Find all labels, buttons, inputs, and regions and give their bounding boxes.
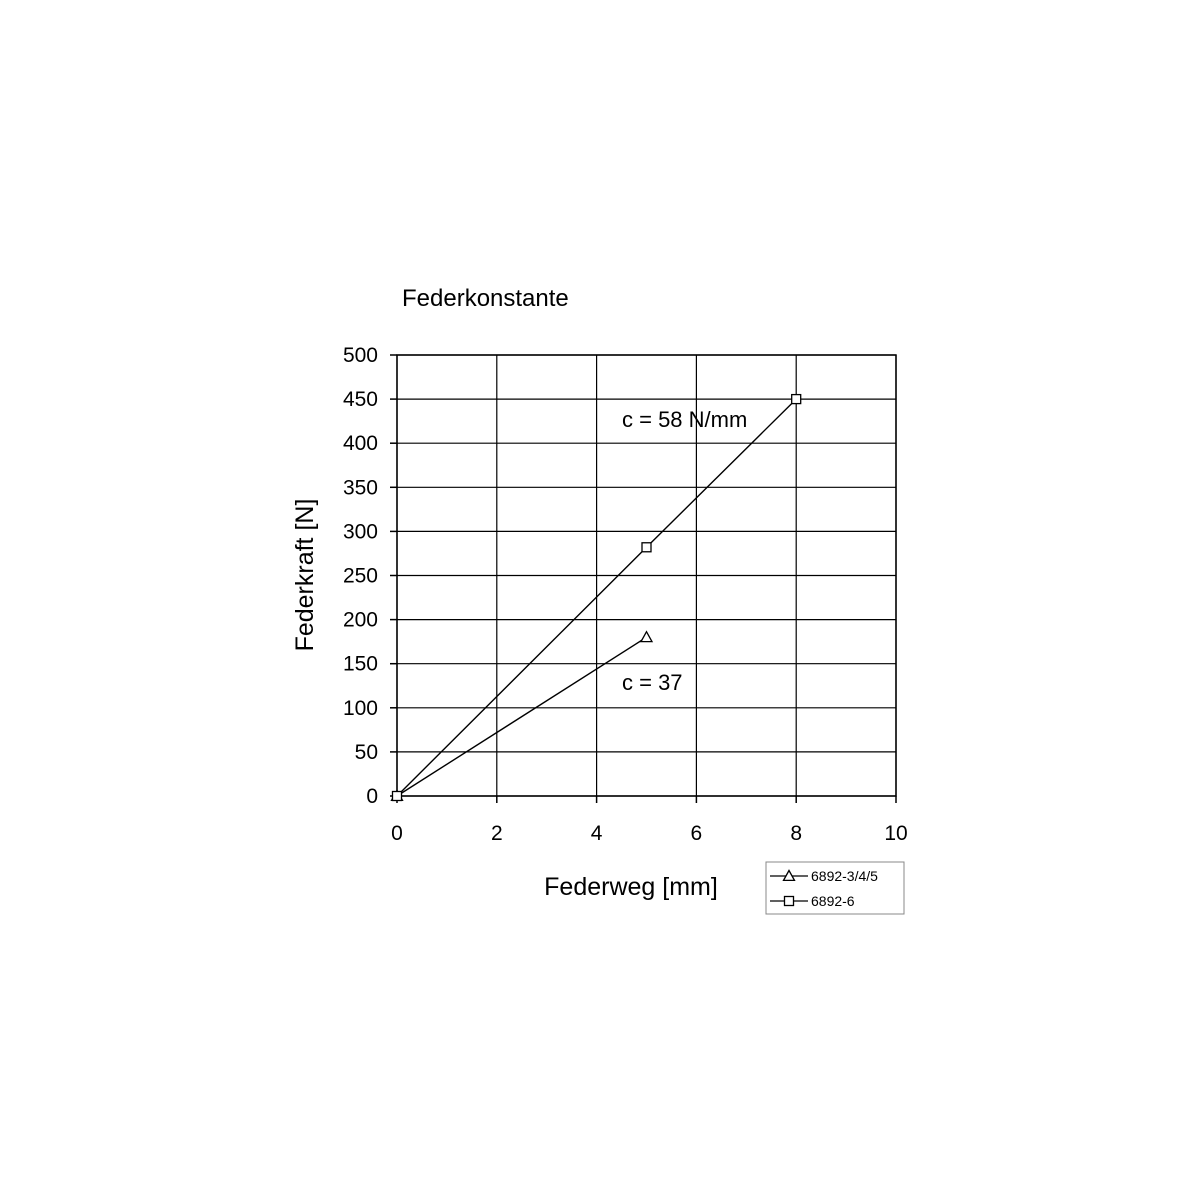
y-tick-label: 0 <box>366 785 378 808</box>
x-tick-label: 8 <box>790 822 802 845</box>
x-axis-title: Federweg [mm] <box>544 873 718 901</box>
legend-marker-square <box>783 895 795 907</box>
series-layer <box>390 393 802 802</box>
x-tick-label: 2 <box>491 822 503 845</box>
x-tick-label: 0 <box>391 822 403 845</box>
legend-marker-triangle <box>782 869 796 882</box>
y-tick-label: 300 <box>343 520 378 543</box>
x-tick-label: 6 <box>691 822 703 845</box>
y-axis-title: Federkraft [N] <box>291 499 319 652</box>
y-tick-label: 50 <box>355 741 378 764</box>
y-tick-label: 450 <box>343 388 378 411</box>
data-point-triangle <box>639 630 654 643</box>
annotation-spring-rate-6892-6: c = 58 N/mm <box>622 407 747 432</box>
y-tick-label: 500 <box>343 344 378 367</box>
legend: 6892-3/4/5 6892-6 <box>765 861 905 915</box>
y-tick-label: 250 <box>343 565 378 588</box>
series-1 <box>391 393 802 802</box>
x-tick-label: 4 <box>591 822 603 845</box>
y-tick-label: 150 <box>343 653 378 676</box>
x-tick-label: 10 <box>884 822 907 845</box>
chart-title: Federkonstante <box>402 285 569 312</box>
axes: 0 50 100 150 200 250 300 350 400 450 500 0 2 4 6 8 10 <box>343 344 908 845</box>
y-tick-label: 100 <box>343 697 378 720</box>
y-tick-label: 350 <box>343 476 378 499</box>
legend-label: 6892-6 <box>811 893 855 909</box>
data-point-square <box>791 393 802 405</box>
legend-label: 6892-3/4/5 <box>811 868 878 884</box>
data-point-square <box>641 542 652 553</box>
y-tick-label: 400 <box>343 432 378 455</box>
series-line <box>396 636 647 797</box>
annotation-spring-rate-6892-3-4-5: c = 37 <box>622 670 683 695</box>
y-tick-label: 200 <box>343 609 378 632</box>
data-point-square <box>391 790 403 802</box>
